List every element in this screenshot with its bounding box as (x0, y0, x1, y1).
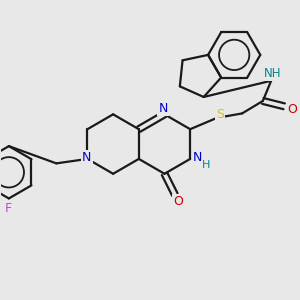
Text: N: N (193, 151, 202, 164)
Text: NH: NH (264, 67, 281, 80)
Text: N: N (82, 151, 92, 164)
Text: S: S (216, 108, 224, 121)
Text: O: O (173, 195, 183, 208)
Text: H: H (201, 160, 210, 170)
Text: F: F (5, 202, 12, 215)
Text: N: N (158, 103, 168, 116)
Text: O: O (288, 103, 297, 116)
